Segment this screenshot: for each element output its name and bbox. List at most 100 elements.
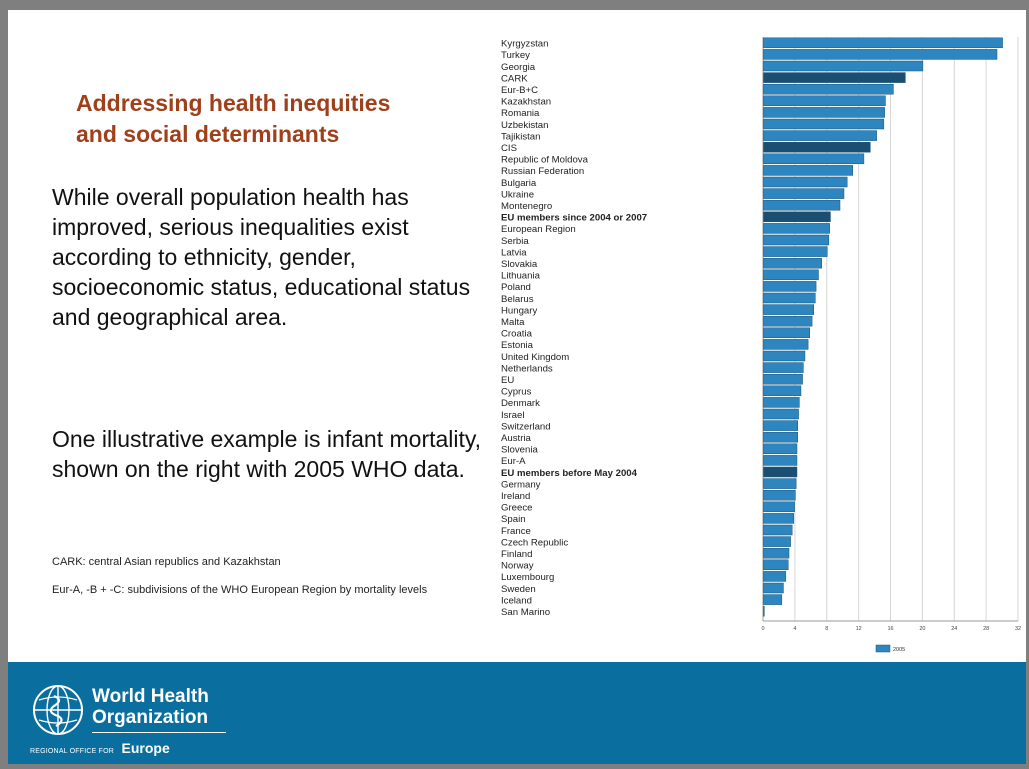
category-label: Slovenia bbox=[501, 445, 538, 456]
bar-kyrgyzstan bbox=[763, 37, 1003, 49]
footnote-cark: CARK: central Asian republics and Kazakh… bbox=[52, 556, 281, 568]
slide-title: Addressing health inequities and social … bbox=[76, 88, 476, 150]
who-region: REGIONAL OFFICE FOR Europe bbox=[30, 740, 170, 758]
body-paragraph-example: One illustrative example is infant morta… bbox=[52, 426, 482, 482]
category-label: Eur-B+C bbox=[501, 85, 538, 96]
category-label: Lithuania bbox=[501, 271, 541, 282]
bar-romania bbox=[763, 107, 885, 118]
category-label: Finland bbox=[501, 549, 532, 560]
category-label: San Marino bbox=[501, 607, 550, 618]
category-label: Poland bbox=[501, 282, 531, 293]
category-label: CARK bbox=[501, 73, 528, 84]
category-label: Romania bbox=[501, 108, 540, 119]
bar-poland bbox=[763, 281, 817, 292]
bar-denmark bbox=[763, 397, 800, 408]
category-label: Uzbekistan bbox=[501, 120, 548, 131]
infant-mortality-chart: KyrgyzstanTurkeyGeorgiaCARKEur-B+CKazakh… bbox=[501, 37, 1021, 653]
who-divider bbox=[92, 732, 226, 733]
category-label: Belarus bbox=[501, 294, 534, 305]
bar-luxembourg bbox=[763, 571, 787, 582]
category-label: Sweden bbox=[501, 584, 536, 595]
category-label: Germany bbox=[501, 479, 541, 490]
x-tick-label: 32 bbox=[1015, 626, 1021, 632]
who-region-name: Europe bbox=[121, 740, 170, 756]
bar-germany bbox=[763, 478, 797, 489]
bar-san-marino bbox=[763, 605, 765, 617]
category-label: Spain bbox=[501, 514, 526, 525]
category-label: Cyprus bbox=[501, 387, 532, 398]
category-label: Denmark bbox=[501, 398, 540, 409]
slide-title-line: and social determinants bbox=[76, 121, 340, 147]
x-tick-label: 20 bbox=[919, 626, 925, 632]
bar-slovenia bbox=[763, 443, 798, 455]
bar-iceland bbox=[763, 594, 783, 605]
bar-european-region bbox=[763, 223, 830, 234]
bar-cis bbox=[763, 141, 871, 153]
slide-title-line: Addressing health inequities bbox=[76, 90, 391, 116]
x-tick-label: 0 bbox=[761, 626, 764, 632]
category-label: Russian Federation bbox=[501, 166, 584, 177]
bar-serbia bbox=[763, 234, 830, 246]
category-label: Austria bbox=[501, 433, 532, 444]
category-label: Eur-A bbox=[501, 456, 526, 467]
bar-austria bbox=[763, 431, 799, 443]
category-label: EU members since 2004 or 2007 bbox=[501, 213, 647, 224]
category-label: United Kingdom bbox=[501, 352, 569, 363]
bar-eu-members-before-may-2004 bbox=[763, 466, 798, 478]
category-label: Tajikistan bbox=[501, 131, 540, 142]
bar-turkey bbox=[763, 49, 998, 60]
category-label: Greece bbox=[501, 503, 532, 514]
category-label: Norway bbox=[501, 561, 534, 572]
bar-norway bbox=[763, 559, 789, 571]
bar-georgia bbox=[763, 60, 924, 72]
category-label: Malta bbox=[501, 317, 525, 328]
category-label: Ukraine bbox=[501, 189, 534, 200]
x-tick-label: 4 bbox=[793, 626, 796, 632]
bar-estonia bbox=[763, 339, 809, 350]
bar-kazakhstan bbox=[763, 95, 886, 107]
bar-sweden bbox=[763, 582, 784, 594]
category-label: Bulgaria bbox=[501, 178, 537, 189]
x-tick-label: 16 bbox=[887, 626, 893, 632]
bar-finland bbox=[763, 547, 790, 559]
who-emblem-icon bbox=[33, 685, 83, 735]
bar-france bbox=[763, 524, 793, 536]
category-label: CIS bbox=[501, 143, 517, 154]
bar-croatia bbox=[763, 327, 810, 339]
category-label: France bbox=[501, 526, 531, 537]
category-label: Montenegro bbox=[501, 201, 552, 212]
bar-united-kingdom bbox=[763, 350, 806, 362]
bar-spain bbox=[763, 513, 795, 524]
bar-lithuania bbox=[763, 269, 819, 281]
category-label: European Region bbox=[501, 224, 576, 235]
category-label: Netherlands bbox=[501, 363, 553, 374]
bar-uzbekistan bbox=[763, 118, 885, 130]
bar-republic-of-moldova bbox=[763, 153, 865, 165]
footer-banner: World Health Organization REGIONAL OFFIC… bbox=[8, 662, 1026, 764]
category-label: EU bbox=[501, 375, 514, 386]
who-name-line: World Health bbox=[92, 686, 209, 707]
x-tick-label: 28 bbox=[983, 626, 989, 632]
category-label: Slovakia bbox=[501, 259, 538, 270]
bar-ireland bbox=[763, 489, 796, 501]
bar-netherlands bbox=[763, 362, 804, 373]
category-label: Luxembourg bbox=[501, 572, 554, 583]
bar-hungary bbox=[763, 304, 814, 315]
slide: Addressing health inequities and social … bbox=[8, 10, 1026, 764]
legend-label: 2005 bbox=[893, 647, 905, 653]
legend-swatch bbox=[875, 644, 891, 653]
category-label: Czech Republic bbox=[501, 537, 568, 548]
category-label: Israel bbox=[501, 410, 524, 421]
who-name: World Health Organization bbox=[92, 686, 209, 728]
who-region-prefix: REGIONAL OFFICE FOR bbox=[30, 748, 115, 755]
category-label: Ireland bbox=[501, 491, 530, 502]
bar-israel bbox=[763, 408, 799, 420]
bar-tajikistan bbox=[763, 130, 877, 141]
body-paragraph-inequalities: While overall population health has impr… bbox=[52, 184, 471, 330]
category-label: Kazakhstan bbox=[501, 97, 551, 108]
bar-eu bbox=[763, 373, 803, 385]
category-label: Estonia bbox=[501, 340, 534, 351]
bar-latvia bbox=[763, 246, 828, 257]
category-label: Serbia bbox=[501, 236, 529, 247]
category-label: Republic of Moldova bbox=[501, 155, 589, 166]
